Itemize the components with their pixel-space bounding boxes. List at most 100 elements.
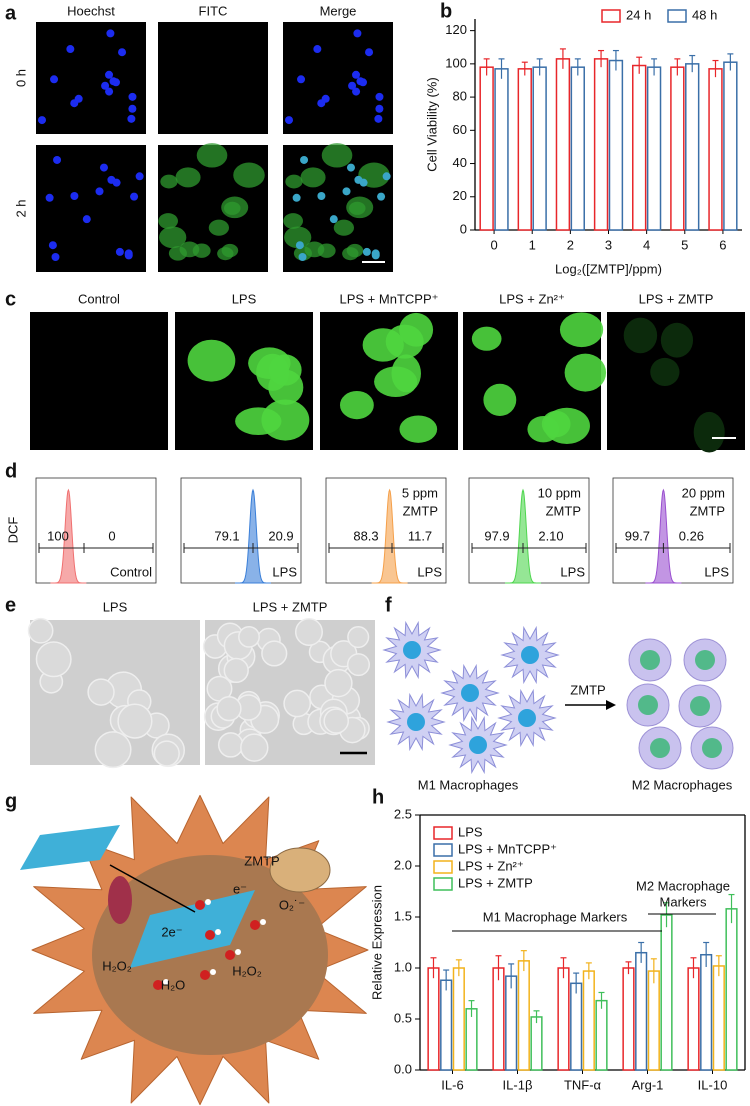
cell-stain <box>208 219 230 236</box>
cytoplasm <box>92 855 328 1055</box>
nucleus <box>99 163 108 172</box>
cell-stain <box>527 415 560 443</box>
column-header: LPS + ZMTP <box>253 599 328 614</box>
nucleus <box>128 104 137 113</box>
agent-label: ZMTP <box>403 503 438 518</box>
nucleus <box>638 695 658 715</box>
nucleus <box>348 81 357 90</box>
cell-stain <box>623 317 658 354</box>
cell-stain <box>693 411 725 453</box>
cell <box>35 641 72 678</box>
bar <box>712 965 725 1071</box>
nucleus <box>127 114 136 123</box>
bar <box>708 68 723 231</box>
y-tick-label: 2.5 <box>394 806 412 821</box>
scheme-label: H₂O₂ <box>102 958 132 973</box>
nucleus <box>297 75 306 84</box>
bar <box>570 66 585 231</box>
nucleus <box>377 192 386 201</box>
row-label: 2 h <box>13 199 28 217</box>
row-label: 0 h <box>13 69 28 87</box>
bar <box>660 914 673 1071</box>
cell <box>294 617 323 646</box>
gate-value: 11.7 <box>408 528 432 543</box>
nucleus <box>124 251 133 260</box>
cell-stain <box>333 219 355 236</box>
y-tick-label: 0.0 <box>394 1061 412 1076</box>
gate-value: 2.10 <box>538 528 563 543</box>
histogram-peak <box>235 488 271 584</box>
scheme-label: H₂O <box>161 977 186 992</box>
nucleus <box>702 738 722 758</box>
nucleus <box>118 48 127 57</box>
nucleus <box>128 92 137 101</box>
cell-stain <box>187 339 236 382</box>
sample-label: LPS <box>417 564 442 579</box>
cell-stain <box>168 246 187 261</box>
nucleus <box>640 650 660 670</box>
cell <box>217 732 244 758</box>
bar <box>532 66 547 231</box>
nucleus <box>321 94 330 103</box>
x-tick-label: 3 <box>605 237 612 252</box>
y-tick-label: 0 <box>460 221 467 236</box>
bar <box>647 970 660 1071</box>
panel-label: a <box>5 2 17 24</box>
molecule-atom <box>205 899 211 905</box>
bar <box>530 1016 543 1071</box>
nucleus <box>115 247 124 256</box>
nucleus <box>352 70 361 79</box>
nucleus <box>690 696 710 716</box>
bar <box>632 64 647 231</box>
molecule-atom <box>205 930 215 940</box>
legend-label: 24 h <box>626 7 651 22</box>
y-tick-label: 60 <box>453 122 467 137</box>
nucleus <box>82 215 91 224</box>
legend-swatch <box>433 843 453 857</box>
bar <box>725 908 738 1071</box>
nucleus <box>469 736 487 754</box>
nucleus <box>45 193 54 202</box>
cell <box>324 668 353 698</box>
cell-stain <box>399 312 434 347</box>
scheme-label: ZMTP <box>244 853 279 868</box>
annotation: M1 Macrophage Markers <box>483 909 628 924</box>
cell-stain <box>192 243 211 258</box>
sample-label: LPS <box>704 564 729 579</box>
bar <box>687 967 700 1071</box>
cell <box>261 640 288 667</box>
molecule-atom <box>163 979 169 985</box>
cell-stain <box>339 390 374 420</box>
cell-stain <box>471 326 502 351</box>
dose-label: 5 ppm <box>402 485 438 500</box>
molecule-atom <box>215 929 221 935</box>
arrow-head <box>606 700 616 710</box>
bar <box>465 1008 478 1071</box>
column-header: LPS <box>103 599 128 614</box>
nucleus <box>375 104 384 113</box>
column-header: FITC <box>199 3 228 18</box>
legend-swatch <box>601 9 621 23</box>
nucleus <box>371 251 380 260</box>
caption: M1 Macrophages <box>418 777 519 792</box>
cell-stain <box>160 174 178 189</box>
bar <box>505 975 518 1071</box>
cell-stain <box>284 226 312 249</box>
nucleus <box>298 253 307 262</box>
nucleus <box>521 646 539 664</box>
cell <box>323 708 350 734</box>
cell <box>117 703 153 739</box>
cell-stain <box>349 201 366 215</box>
micrograph <box>30 312 168 450</box>
nucleus <box>285 116 294 125</box>
nucleus <box>407 713 425 731</box>
molecule-atom <box>225 950 235 960</box>
arrow-label: ZMTP <box>570 682 605 697</box>
nucleus <box>374 114 383 123</box>
annotation: M2 Macrophage <box>636 878 730 893</box>
y-tick-label: 20 <box>453 188 467 203</box>
scheme-label: O₂˙⁻ <box>279 897 305 912</box>
bar <box>685 63 700 231</box>
bar <box>517 68 532 231</box>
mitochondrion <box>108 876 132 924</box>
